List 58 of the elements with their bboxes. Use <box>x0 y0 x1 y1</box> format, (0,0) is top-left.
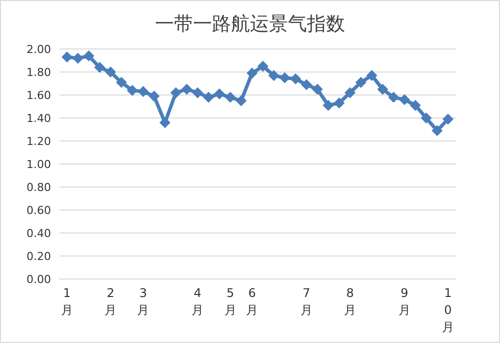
point <box>388 92 400 103</box>
y-tick-label: 0.60 <box>26 204 51 217</box>
y-tick-label: 1.40 <box>26 112 51 125</box>
x-tick-label: 9月 <box>398 286 410 317</box>
x-tick-label: 10月 <box>442 286 454 334</box>
x-tick-label: 4月 <box>192 286 204 317</box>
point <box>442 114 454 125</box>
point <box>334 98 345 109</box>
point <box>366 70 378 81</box>
x-tick-label: 3月 <box>137 286 150 317</box>
x-tick-label: 5月 <box>224 286 236 317</box>
y-tick-label: 0.40 <box>26 226 51 240</box>
x-tick-label: 6月 <box>246 286 258 317</box>
y-tick-label: 1.20 <box>26 134 51 148</box>
point <box>290 73 302 84</box>
chart-title: 一带一路航运景气指数 <box>154 12 346 37</box>
point <box>236 95 247 106</box>
x-tick-label: 2月 <box>104 286 117 317</box>
point <box>126 84 138 96</box>
y-tick-label: 1.60 <box>26 88 51 102</box>
point <box>181 84 192 95</box>
point <box>62 52 72 63</box>
point <box>432 125 443 136</box>
point <box>94 62 106 73</box>
x-tick-label: 1月 <box>61 286 73 317</box>
point <box>224 92 236 103</box>
point <box>344 87 356 98</box>
y-tick-label: 0.00 <box>26 272 51 286</box>
point <box>257 60 268 72</box>
point <box>355 76 366 88</box>
point <box>83 50 94 62</box>
point <box>105 66 116 78</box>
y-tick-label: 0.80 <box>26 180 51 194</box>
point <box>72 52 84 64</box>
point <box>192 87 204 98</box>
point <box>300 79 312 90</box>
point <box>159 117 170 128</box>
point <box>410 100 421 111</box>
point <box>377 84 388 95</box>
point <box>268 70 280 81</box>
y-tick-label: 1.80 <box>26 66 51 79</box>
point <box>420 112 432 124</box>
y-tick-label: 2.00 <box>26 42 51 56</box>
point <box>279 72 290 84</box>
point <box>170 87 182 98</box>
point <box>116 76 127 88</box>
x-tick-label: 7月 <box>300 286 312 317</box>
point <box>398 94 410 106</box>
point <box>203 92 214 103</box>
point <box>246 68 258 79</box>
point <box>312 84 323 95</box>
point <box>138 86 149 98</box>
y-tick-label: 0.20 <box>26 250 51 263</box>
y-tick-label: 1.00 <box>26 158 51 171</box>
point <box>148 90 160 102</box>
x-tick-label: 8月 <box>344 286 356 317</box>
point <box>322 100 334 111</box>
point <box>214 88 225 100</box>
